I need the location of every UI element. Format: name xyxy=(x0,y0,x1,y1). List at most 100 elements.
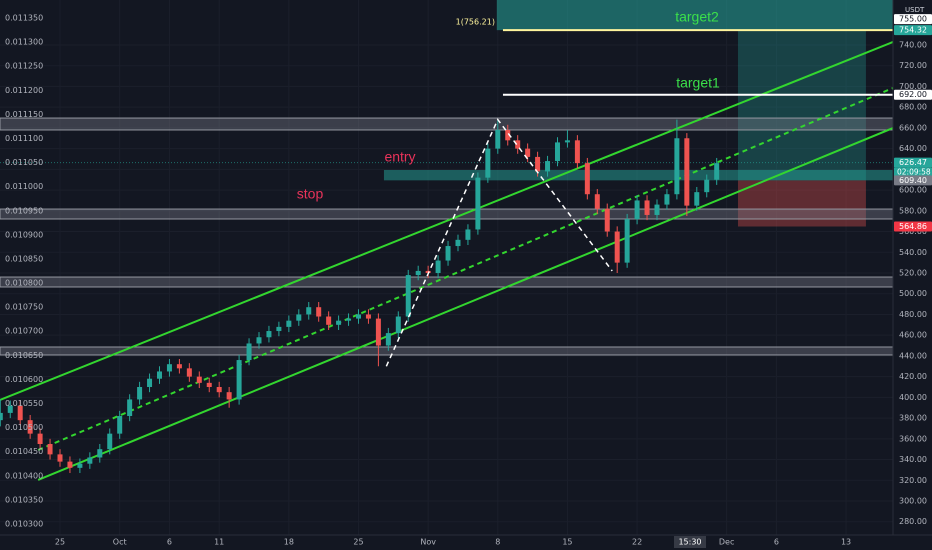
y2-tick-label: 0.010750 xyxy=(5,303,43,312)
candle-body xyxy=(465,229,471,240)
price-label-box xyxy=(894,175,932,186)
candle-body xyxy=(186,368,192,377)
price-label: 692.00 xyxy=(899,90,927,99)
candle-body xyxy=(166,364,172,372)
candle-body xyxy=(535,156,541,172)
y2-tick-label: 0.010900 xyxy=(5,230,43,239)
y-tick-label: 300.00 xyxy=(899,497,927,506)
price-label-box xyxy=(894,25,932,36)
candle-body xyxy=(614,231,620,263)
candle-body xyxy=(206,382,212,387)
candle-body xyxy=(355,314,361,319)
candle-body xyxy=(127,399,133,417)
candle-body xyxy=(714,163,720,180)
y-tick-label: 460.00 xyxy=(899,331,927,340)
candle-body xyxy=(644,200,650,215)
price-label: 755.00 xyxy=(899,15,927,24)
channel-line xyxy=(37,87,894,451)
y-tick-label: 660.00 xyxy=(899,123,927,132)
candle-body xyxy=(455,239,461,247)
candle-body xyxy=(624,219,630,263)
y-tick-label: 320.00 xyxy=(899,476,927,485)
annotation: entry xyxy=(384,149,415,165)
candle-body xyxy=(365,314,371,319)
candle-body xyxy=(475,177,481,230)
y2-tick-label: 0.010800 xyxy=(5,279,43,288)
candle-body xyxy=(654,204,660,215)
y2-tick-label: 0.011050 xyxy=(5,158,43,167)
x-tick-label: 6 xyxy=(167,538,172,547)
price-label: 754.32 xyxy=(899,26,927,35)
cursor-time: 15:30 xyxy=(678,538,701,547)
candle-body xyxy=(336,320,342,325)
price-label-box xyxy=(894,14,932,25)
candle-body xyxy=(415,270,421,276)
y2-tick-label: 0.011350 xyxy=(5,13,43,22)
y-tick-label: 700.00 xyxy=(899,82,927,91)
entry-zone xyxy=(383,169,893,181)
y2-tick-label: 0.010950 xyxy=(5,206,43,215)
y2-tick-label: 0.010450 xyxy=(5,447,43,456)
candle-body xyxy=(604,208,610,232)
candle-body xyxy=(704,179,710,193)
y2-tick-label: 0.011150 xyxy=(5,110,43,119)
y2-tick-label: 0.011250 xyxy=(5,62,43,71)
candle-body xyxy=(326,316,332,325)
y2-tick-label: 0.010400 xyxy=(5,471,43,480)
x-tick-label: 11 xyxy=(214,538,224,547)
candle-body xyxy=(405,275,411,317)
candle-body xyxy=(296,314,302,321)
candle-body xyxy=(634,200,640,220)
y-tick-label: 560.00 xyxy=(899,227,927,236)
y-tick-label: 380.00 xyxy=(899,414,927,423)
y-tick-label: 420.00 xyxy=(899,372,927,381)
y-tick-label: 500.00 xyxy=(899,289,927,298)
candle-body xyxy=(286,320,292,327)
sr-zone xyxy=(0,346,894,356)
candle-body xyxy=(694,192,700,206)
y-tick-label: 440.00 xyxy=(899,351,927,360)
candle-body xyxy=(27,420,33,434)
currency: USDT xyxy=(905,6,925,14)
candle-body xyxy=(445,246,451,261)
y2-tick-label: 0.011000 xyxy=(5,182,43,191)
candle-body xyxy=(435,260,441,273)
y-tick-label: 580.00 xyxy=(899,206,927,215)
channel-line xyxy=(37,127,894,481)
sr-zone xyxy=(0,208,894,220)
candle-body xyxy=(395,316,401,334)
y-tick-label: 360.00 xyxy=(899,434,927,443)
price-label: 626.47 xyxy=(899,158,927,167)
y-tick-label: 680.00 xyxy=(899,103,927,112)
price-label: 609.40 xyxy=(899,176,927,185)
y-tick-label: 480.00 xyxy=(899,310,927,319)
annotation: stop xyxy=(297,186,324,202)
y-tick-label: 400.00 xyxy=(899,393,927,402)
y2-tick-label: 0.011300 xyxy=(5,38,43,47)
candle-body xyxy=(316,307,322,317)
x-tick-label: Nov xyxy=(420,538,436,547)
candle-body xyxy=(47,444,53,455)
candle-body xyxy=(276,326,282,332)
candle-body xyxy=(87,457,93,464)
sr-zone xyxy=(0,276,894,288)
candle-body xyxy=(57,454,63,462)
x-tick-label: 6 xyxy=(774,538,779,547)
y-tick-label: 720.00 xyxy=(899,61,927,70)
price-label-box xyxy=(894,157,932,168)
candle-body xyxy=(196,376,202,383)
y-tick-label: 600.00 xyxy=(899,186,927,195)
annotation: target2 xyxy=(675,9,719,25)
candle-body xyxy=(156,371,162,379)
target-zone xyxy=(496,0,893,31)
candle-body xyxy=(495,129,501,149)
price-label-box xyxy=(894,89,932,100)
y2-tick-label: 0.010550 xyxy=(5,399,43,408)
y2-tick-label: 0.010700 xyxy=(5,327,43,336)
y-tick-label: 340.00 xyxy=(899,455,927,464)
countdown: 02:09:58 xyxy=(897,168,931,177)
candle-body xyxy=(137,386,143,400)
candle-body xyxy=(574,140,580,164)
candle-body xyxy=(515,140,521,149)
